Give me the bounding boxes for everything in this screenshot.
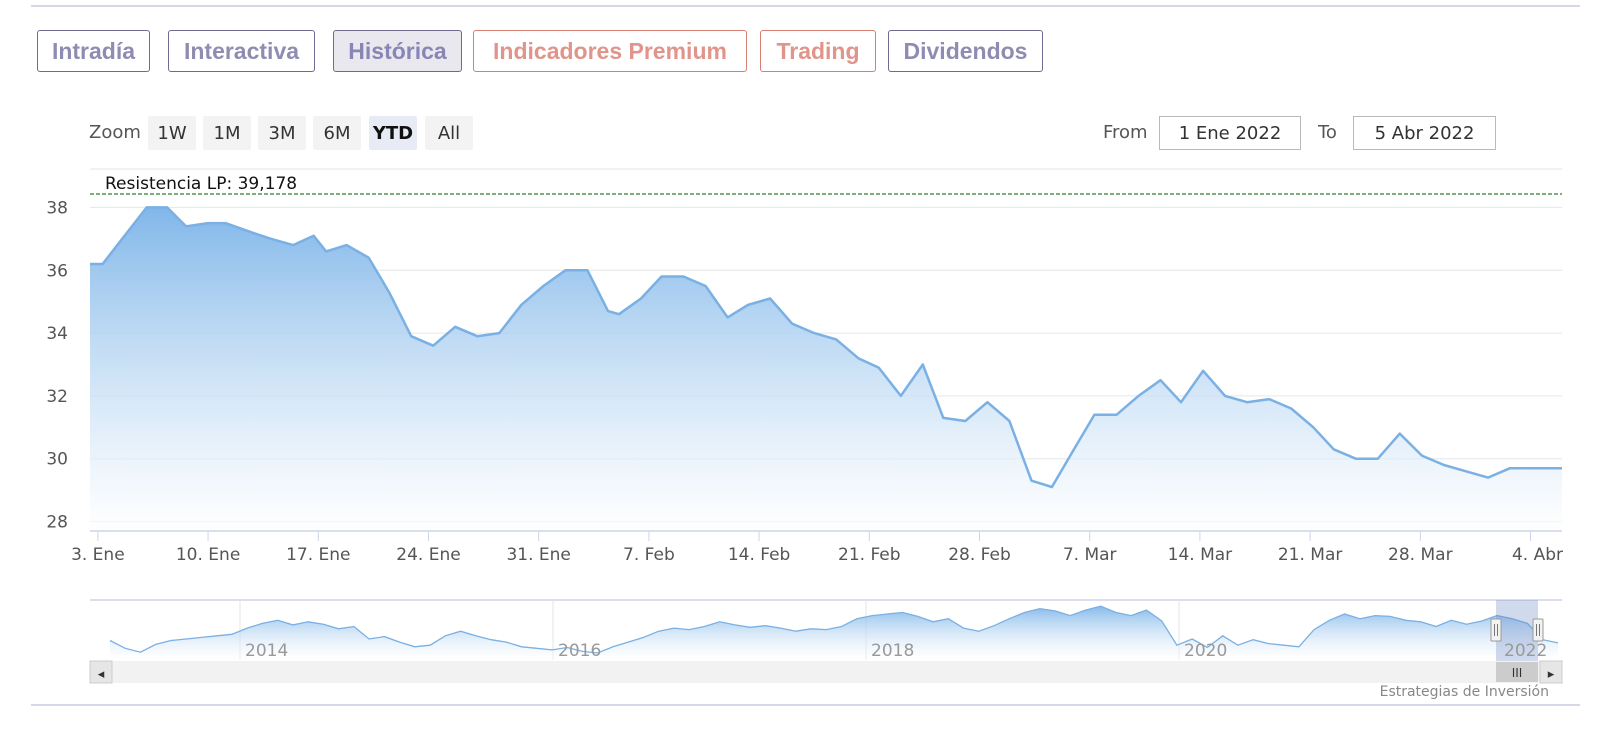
zoom-3m-button[interactable]: 3M — [258, 116, 306, 150]
navigator-handle[interactable] — [1532, 618, 1544, 642]
x-tick-label: 10. Ene — [176, 545, 240, 565]
top-divider — [31, 5, 1580, 7]
resistance-label: Resistencia LP: 39,178 — [105, 174, 297, 194]
range-from-label: From — [1103, 122, 1148, 143]
y-tick-label: 32 — [46, 387, 68, 407]
price-area-fill — [90, 207, 1562, 531]
zoom-1w-button[interactable]: 1W — [148, 116, 196, 150]
tab-intradia[interactable]: Intradía — [37, 30, 150, 72]
range-from-input[interactable] — [1159, 116, 1301, 150]
x-tick-label: 4. Abr — [1512, 545, 1563, 565]
navigator-year-label: 2016 — [558, 641, 601, 661]
tab-dividendos[interactable]: Dividendos — [888, 30, 1043, 72]
scroll-right-arrow-icon: ▸ — [1548, 667, 1555, 682]
navigator-year-label: 2014 — [245, 641, 288, 661]
y-tick-label: 38 — [46, 198, 68, 218]
x-tick-label: 24. Ene — [396, 545, 460, 565]
x-tick-label: 3. Ene — [71, 545, 125, 565]
y-tick-label: 34 — [46, 324, 68, 344]
navigator: 2014 2016 2018 2020 2022 ◂ ▸ III — [89, 599, 1563, 684]
x-tick-label: 14. Feb — [728, 545, 791, 565]
navigator-selection — [1496, 600, 1538, 662]
x-tick-label: 28. Feb — [948, 545, 1011, 565]
scrollbar-thumb[interactable] — [1496, 662, 1538, 682]
tab-historica[interactable]: Histórica — [333, 30, 462, 72]
scroll-left-button[interactable] — [89, 660, 113, 684]
price-area — [90, 206, 1562, 531]
tab-indicadores-premium[interactable]: Indicadores Premium — [473, 30, 747, 72]
zoom-all-button[interactable]: All — [425, 116, 473, 150]
range-to-input[interactable] — [1353, 116, 1496, 150]
x-tick-label: 28. Mar — [1388, 545, 1453, 565]
y-axis-labels: 28 30 32 34 36 38 — [46, 198, 68, 532]
x-tick-label: 7. Feb — [623, 545, 675, 565]
x-tick-label: 21. Mar — [1278, 545, 1343, 565]
resistance-annotation: Resistencia LP: 39,178 — [90, 174, 1562, 195]
scroll-left-arrow-icon: ◂ — [98, 667, 105, 682]
zoom-label: Zoom — [89, 122, 141, 143]
zoom-ytd-button[interactable]: YTD — [369, 116, 417, 150]
x-tick-label: 7. Mar — [1063, 545, 1117, 565]
navigator-area — [110, 606, 1558, 660]
navigator-year-label: 2022 — [1504, 641, 1547, 661]
scrollbar-grip-icon: III — [1512, 666, 1523, 680]
tab-trading[interactable]: Trading — [760, 30, 876, 72]
bottom-divider — [31, 704, 1580, 706]
tab-interactiva[interactable]: Interactiva — [168, 30, 315, 72]
navigator-year-label: 2018 — [871, 641, 914, 661]
price-line — [90, 206, 1562, 489]
x-tick-label: 31. Ene — [506, 545, 570, 565]
y-tick-label: 30 — [46, 450, 68, 470]
credit-label: Estrategias de Inversión — [1379, 684, 1549, 700]
zoom-6m-button[interactable]: 6M — [313, 116, 361, 150]
scrollbar-track — [90, 661, 1562, 683]
x-tick-label: 21. Feb — [838, 545, 901, 565]
y-tick-label: 36 — [46, 261, 68, 281]
scroll-right-button[interactable] — [1539, 660, 1563, 684]
navigator-handle[interactable] — [1490, 618, 1502, 642]
navigator-line — [109, 605, 1559, 654]
y-tick-label: 28 — [46, 513, 68, 533]
zoom-1m-button[interactable]: 1M — [203, 116, 251, 150]
x-tick-label: 17. Ene — [286, 545, 350, 565]
x-axis: 3. Ene 10. Ene 17. Ene 24. Ene 31. Ene 7. Feb… — [71, 530, 1563, 565]
x-tick-label: 14. Mar — [1168, 545, 1233, 565]
range-to-label: To — [1318, 122, 1337, 143]
grid-lines — [90, 168, 1562, 523]
navigator-year-label: 2020 — [1184, 641, 1227, 661]
